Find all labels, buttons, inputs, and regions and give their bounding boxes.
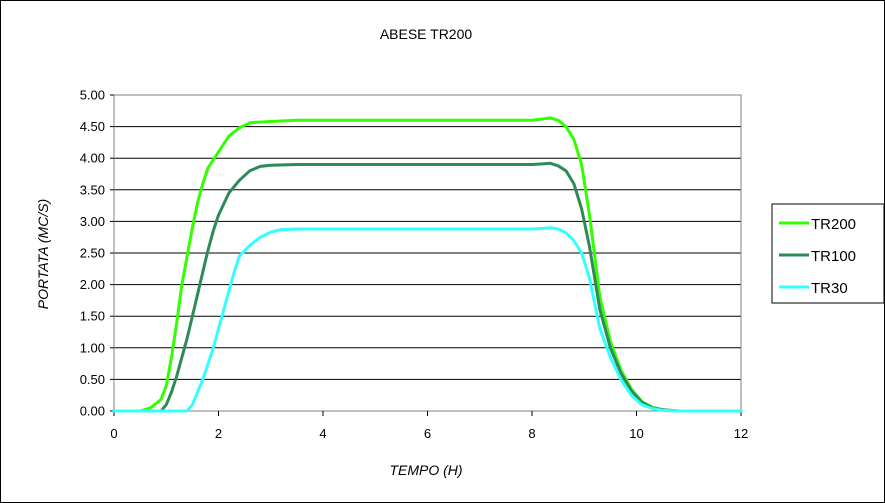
- y-tick-label: 4.50: [80, 119, 105, 134]
- x-tick-label: 0: [110, 426, 117, 441]
- series-line-tr30: [112, 226, 743, 413]
- y-tick-layer: 0.00 0.50 1.00 1.50 2.00 2.50 3.00 3.50 4.00 4.50…: [80, 88, 114, 419]
- y-tick-label: 3.00: [80, 214, 105, 229]
- legend-label-tr100: TR100: [811, 248, 856, 265]
- x-tick-label: 4: [319, 426, 326, 441]
- legend-label-tr30: TR30: [811, 280, 848, 297]
- series-line-tr100: [112, 161, 743, 413]
- y-tick-label: 5.00: [80, 88, 105, 103]
- y-tick-label: 4.00: [80, 151, 105, 166]
- y-tick-label: 1.00: [80, 340, 105, 355]
- legend: TR200 TR100 TR30: [771, 203, 884, 304]
- x-axis-title: TEMPO (H): [389, 462, 462, 478]
- y-axis-title: PORTATA (MC/S): [35, 199, 51, 309]
- y-tick-label: 2.50: [80, 246, 105, 261]
- x-tick-label: 12: [734, 426, 748, 441]
- chart-title: ABESE TR200: [380, 26, 473, 42]
- x-tick-layer: 0 2 4 6 8 10 12: [110, 410, 748, 441]
- y-tick-label: 0.00: [80, 404, 105, 419]
- x-tick-label: 6: [424, 426, 431, 441]
- y-tick-label: 3.50: [80, 182, 105, 197]
- y-tick-label: 2.00: [80, 277, 105, 292]
- series-layer: [112, 116, 743, 413]
- x-tick-label: 8: [528, 426, 535, 441]
- legend-label-tr200: TR200: [811, 216, 856, 233]
- y-tick-label: 1.50: [80, 309, 105, 324]
- x-tick-label: 2: [215, 426, 222, 441]
- x-tick-label: 10: [629, 426, 643, 441]
- y-tick-label: 0.50: [80, 372, 105, 387]
